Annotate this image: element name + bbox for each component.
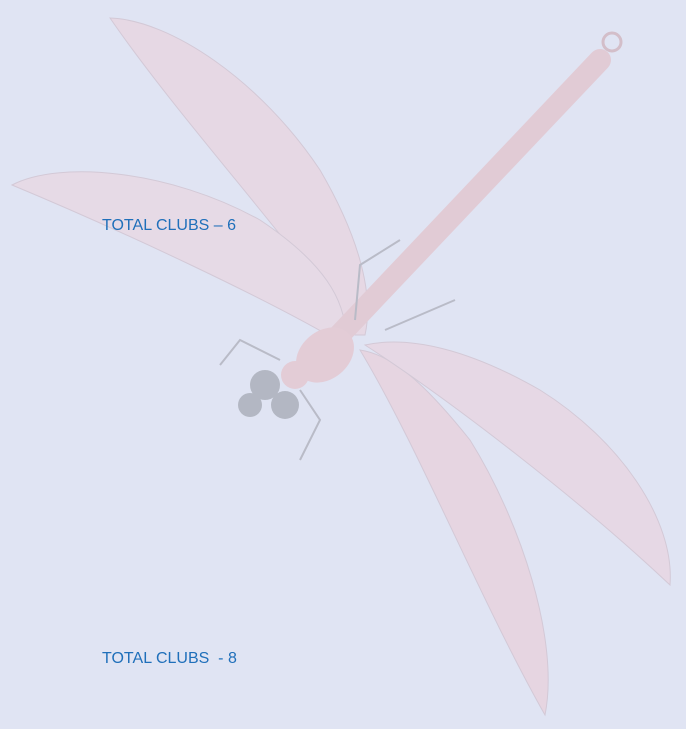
dragonfly-watermark: [0, 0, 686, 729]
abdomen: [330, 60, 600, 345]
eye: [271, 391, 299, 419]
tail-tip: [603, 33, 621, 51]
total-clubs-label: TOTAL CLUBS - 8: [102, 650, 237, 668]
total-clubs-label: TOTAL CLUBS – 6: [102, 217, 236, 235]
eye: [238, 393, 262, 417]
head: [281, 361, 309, 389]
page: {"items": [{"text": "TOTAL CLUBS – 6"}, …: [0, 0, 686, 729]
